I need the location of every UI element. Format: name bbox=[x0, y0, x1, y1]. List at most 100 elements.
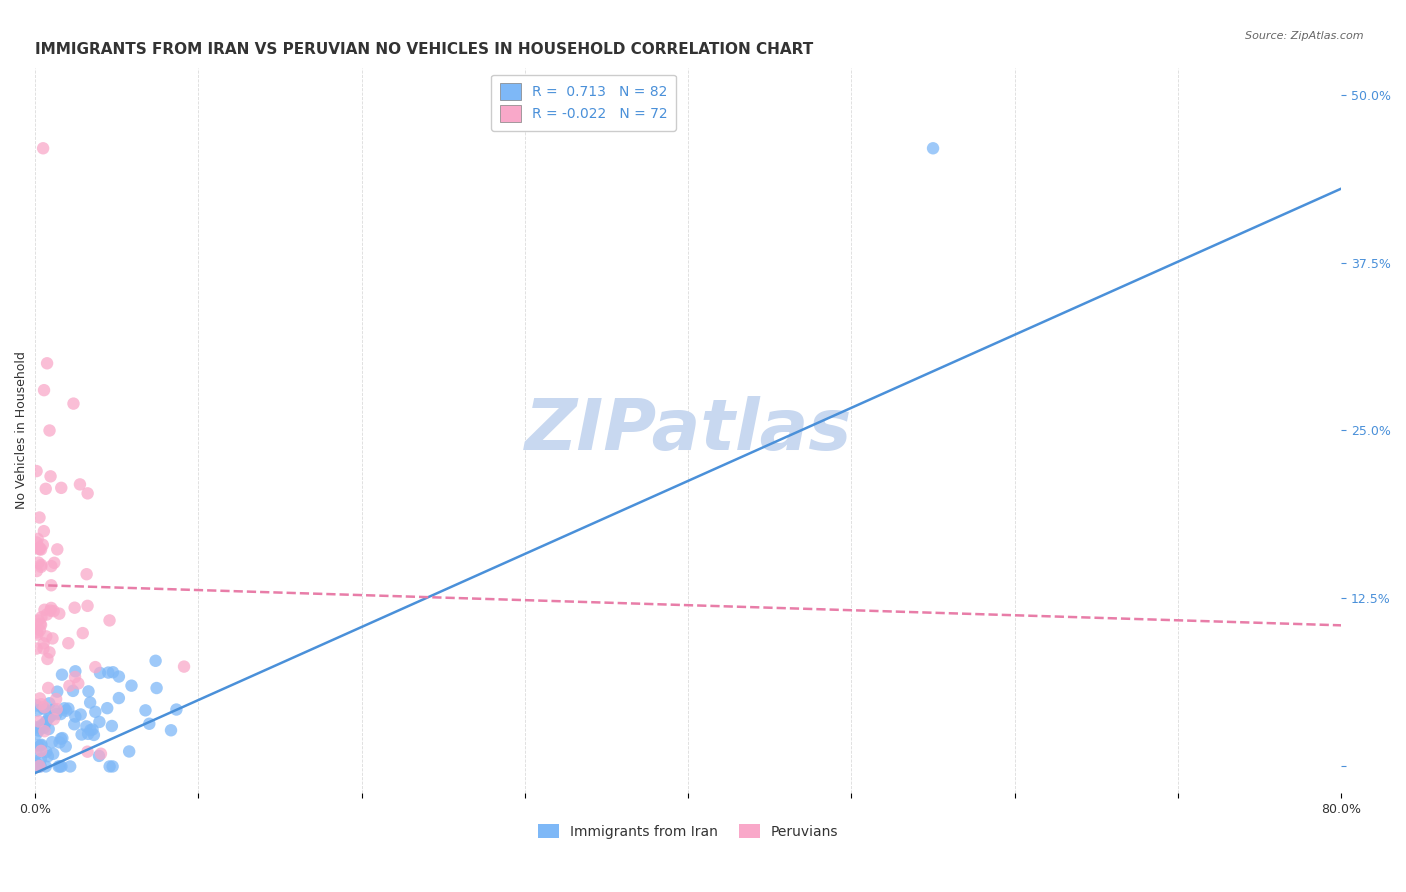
Point bbox=[30, 618, 52, 632]
Point bbox=[37, 681, 59, 695]
Y-axis label: No Vehicles in Household: No Vehicles in Household bbox=[15, 351, 28, 509]
Point bbox=[42, 604, 65, 618]
Point bbox=[49, 759, 72, 773]
Point bbox=[31, 738, 53, 752]
Point bbox=[48, 607, 70, 621]
Point bbox=[35, 629, 58, 643]
Point bbox=[173, 659, 195, 673]
Point bbox=[118, 744, 141, 758]
Point bbox=[28, 542, 51, 557]
Point bbox=[51, 731, 73, 745]
Point bbox=[101, 665, 124, 680]
Point bbox=[922, 141, 945, 155]
Point bbox=[76, 486, 98, 500]
Point bbox=[25, 535, 48, 549]
Point bbox=[63, 670, 86, 684]
Point bbox=[32, 641, 55, 656]
Point bbox=[84, 660, 107, 674]
Point bbox=[51, 481, 73, 495]
Point bbox=[25, 746, 48, 760]
Point bbox=[30, 558, 52, 572]
Point bbox=[31, 718, 53, 732]
Point bbox=[28, 714, 51, 729]
Point bbox=[145, 654, 167, 668]
Point bbox=[98, 759, 121, 773]
Point bbox=[28, 723, 51, 738]
Point bbox=[89, 665, 111, 680]
Point bbox=[49, 731, 72, 746]
Point bbox=[35, 759, 58, 773]
Point bbox=[67, 676, 90, 690]
Point bbox=[25, 727, 48, 741]
Point bbox=[90, 747, 112, 761]
Point bbox=[27, 625, 49, 640]
Point bbox=[30, 697, 52, 711]
Point bbox=[42, 712, 65, 726]
Point bbox=[65, 709, 87, 723]
Point bbox=[58, 679, 80, 693]
Point bbox=[38, 722, 60, 736]
Point bbox=[44, 556, 66, 570]
Point bbox=[45, 702, 67, 716]
Point bbox=[63, 600, 86, 615]
Point bbox=[69, 477, 91, 491]
Point bbox=[34, 603, 56, 617]
Text: ZIPatlas: ZIPatlas bbox=[524, 396, 852, 465]
Point bbox=[35, 745, 58, 759]
Point bbox=[58, 636, 80, 650]
Point bbox=[76, 567, 98, 582]
Point bbox=[35, 607, 58, 622]
Point bbox=[27, 703, 49, 717]
Point bbox=[25, 464, 48, 478]
Point bbox=[28, 759, 51, 773]
Point bbox=[134, 703, 156, 717]
Point bbox=[108, 691, 131, 706]
Legend: Immigrants from Iran, Peruvians: Immigrants from Iran, Peruvians bbox=[533, 819, 844, 845]
Point bbox=[27, 627, 49, 641]
Point bbox=[35, 482, 58, 496]
Point bbox=[30, 744, 52, 758]
Point bbox=[41, 632, 63, 646]
Point bbox=[160, 723, 183, 738]
Point bbox=[96, 701, 118, 715]
Point bbox=[25, 756, 48, 771]
Point bbox=[77, 684, 100, 698]
Point bbox=[59, 759, 82, 773]
Point bbox=[32, 721, 55, 735]
Point bbox=[75, 719, 97, 733]
Point bbox=[46, 542, 69, 557]
Point bbox=[82, 723, 104, 737]
Point bbox=[70, 727, 93, 741]
Point bbox=[27, 614, 49, 628]
Point bbox=[28, 691, 51, 706]
Point bbox=[39, 559, 62, 574]
Point bbox=[30, 542, 52, 557]
Point bbox=[30, 759, 52, 773]
Point bbox=[58, 701, 80, 715]
Point bbox=[37, 749, 59, 764]
Point bbox=[27, 556, 49, 570]
Point bbox=[32, 701, 55, 715]
Point bbox=[32, 524, 55, 538]
Point bbox=[28, 541, 51, 556]
Point bbox=[55, 704, 77, 718]
Point bbox=[38, 424, 60, 438]
Point bbox=[42, 702, 65, 716]
Point bbox=[34, 715, 56, 730]
Point bbox=[30, 739, 52, 753]
Point bbox=[34, 717, 56, 731]
Point bbox=[30, 752, 52, 766]
Point bbox=[39, 604, 62, 618]
Point bbox=[28, 623, 51, 637]
Point bbox=[69, 707, 91, 722]
Point bbox=[37, 652, 59, 666]
Point bbox=[62, 396, 84, 410]
Point bbox=[62, 684, 84, 698]
Point bbox=[76, 599, 98, 613]
Point bbox=[165, 702, 187, 716]
Point bbox=[32, 700, 55, 714]
Point bbox=[79, 696, 101, 710]
Point bbox=[51, 759, 73, 773]
Point bbox=[39, 709, 62, 723]
Point bbox=[51, 667, 73, 681]
